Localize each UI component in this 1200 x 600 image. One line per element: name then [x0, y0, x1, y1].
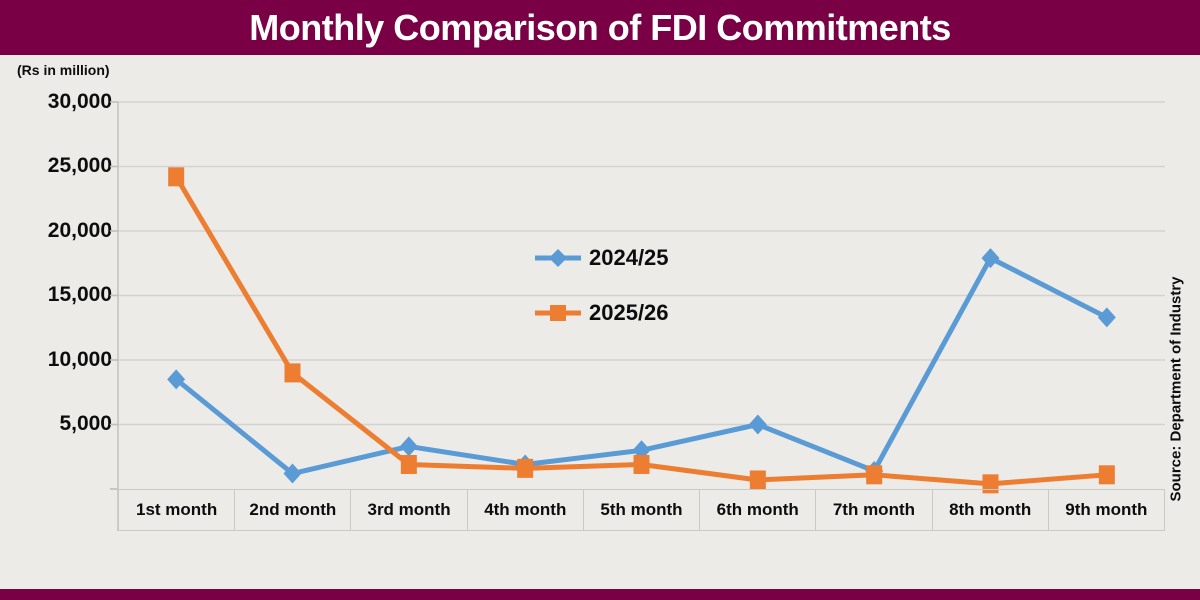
- source-note: Source: Department of Industry: [1167, 276, 1185, 502]
- x-axis-label: 7th month: [816, 490, 933, 530]
- x-axis-label: 5th month: [584, 490, 701, 530]
- x-axis-label: 2nd month: [235, 490, 352, 530]
- data-point-diamond: [167, 369, 186, 390]
- y-tick-label: 10,000: [47, 348, 112, 371]
- data-point-square: [982, 474, 999, 494]
- x-axis-label: 1st month: [119, 490, 236, 530]
- x-axis-label: 4th month: [468, 490, 584, 530]
- data-point-diamond: [1097, 307, 1116, 328]
- x-axis: 1st month 2nd month 3rd month 4th month …: [118, 489, 1165, 531]
- y-tick-label: 30,000: [47, 90, 112, 113]
- data-point-square: [400, 454, 417, 474]
- data-point-square: [284, 363, 301, 383]
- data-point-diamond: [981, 248, 1000, 269]
- legend-label: 2025/26: [589, 300, 669, 325]
- y-axis-unit-label: (Rs in million): [17, 62, 110, 78]
- data-point-square: [168, 167, 185, 187]
- y-tick-label: 25,000: [47, 154, 112, 177]
- y-tick-label: 5,000: [59, 412, 112, 435]
- legend-item-2024-25: 2024/25: [535, 245, 669, 270]
- data-point-square: [633, 454, 650, 474]
- data-point-square: [1098, 465, 1115, 485]
- legend-marker-square-icon: [535, 305, 581, 321]
- x-axis-label: 3rd month: [351, 490, 468, 530]
- data-point-square: [517, 458, 534, 478]
- data-point-diamond: [748, 414, 767, 435]
- bottom-bar: [0, 589, 1200, 600]
- chart-title: Monthly Comparison of FDI Commitments: [249, 6, 951, 48]
- title-bar: Monthly Comparison of FDI Commitments: [0, 0, 1200, 55]
- data-point-square: [749, 470, 766, 490]
- x-axis-label: 6th month: [700, 490, 817, 530]
- legend-label: 2024/25: [589, 245, 669, 270]
- y-axis-tick-labels: 30,000 25,000 20,000 15,000 10,000 5,000: [0, 0, 112, 600]
- y-tick-label: 15,000: [47, 283, 112, 306]
- x-axis-label: 9th month: [1049, 490, 1165, 530]
- legend: 2024/25 2025/26: [535, 245, 669, 357]
- data-point-diamond: [283, 463, 302, 484]
- legend-item-2025-26: 2025/26: [535, 300, 669, 325]
- data-point-diamond: [399, 436, 418, 457]
- legend-marker-diamond-icon: [535, 249, 581, 267]
- y-tick-label: 20,000: [47, 219, 112, 242]
- data-point-square: [866, 465, 883, 485]
- x-axis-label: 8th month: [933, 490, 1049, 530]
